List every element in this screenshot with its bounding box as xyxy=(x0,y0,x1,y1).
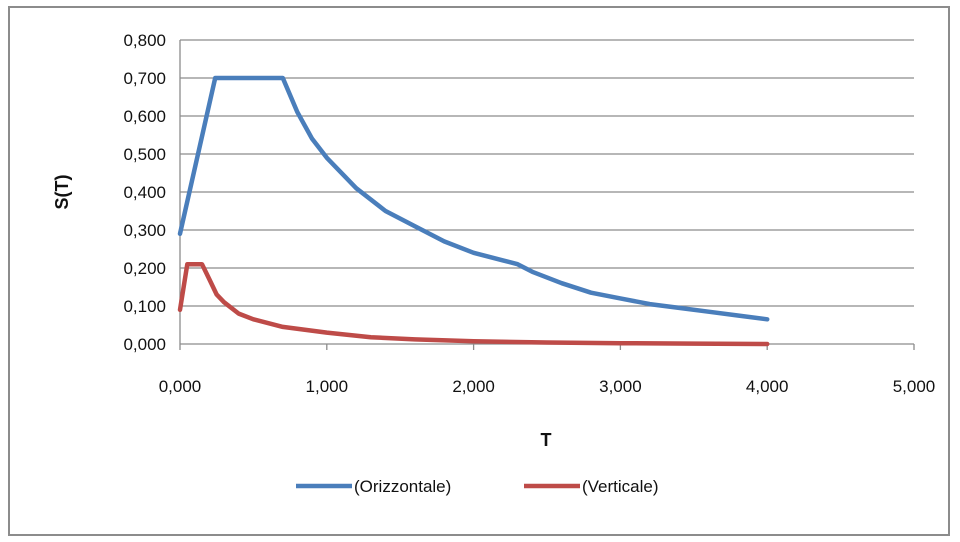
legend-label-verticale: (Verticale) xyxy=(582,477,659,496)
gridlines xyxy=(180,39,914,307)
x-tick-label: 5,000 xyxy=(893,377,936,396)
series-line-orizzontale xyxy=(177,75,770,322)
x-tick-label: 2,000 xyxy=(452,377,495,396)
series-line-verticale xyxy=(177,261,770,347)
y-tick-label: 0,700 xyxy=(123,69,166,88)
y-tick-label: 0,500 xyxy=(123,145,166,164)
y-tick-label: 0,800 xyxy=(123,31,166,50)
y-tick-label: 0,100 xyxy=(123,297,166,316)
y-axis-title: S(T) xyxy=(52,175,72,210)
y-tick-label: 0,600 xyxy=(123,107,166,126)
y-tick-labels: 0,000 0,100 0,200 0,300 0,400 0,500 0,600 0,700… xyxy=(123,31,166,354)
legend: (Orizzontale) (Verticale) xyxy=(296,477,659,496)
legend-label-orizzontale: (Orizzontale) xyxy=(354,477,451,496)
x-tick-label: 3,000 xyxy=(599,377,642,396)
y-tick-label: 0,000 xyxy=(123,335,166,354)
x-tick-label: 1,000 xyxy=(306,377,349,396)
x-tick-label: 0,000 xyxy=(159,377,202,396)
x-tick-labels: 0,000 1,000 2,000 3,000 4,000 5,000 xyxy=(159,377,936,396)
axes xyxy=(179,40,915,350)
series-lines xyxy=(177,75,770,347)
x-axis-title: T xyxy=(541,430,552,450)
y-tick-label: 0,200 xyxy=(123,259,166,278)
chart-frame xyxy=(8,6,950,536)
y-tick-label: 0,300 xyxy=(123,221,166,240)
x-tick-label: 4,000 xyxy=(746,377,789,396)
y-tick-label: 0,400 xyxy=(123,183,166,202)
